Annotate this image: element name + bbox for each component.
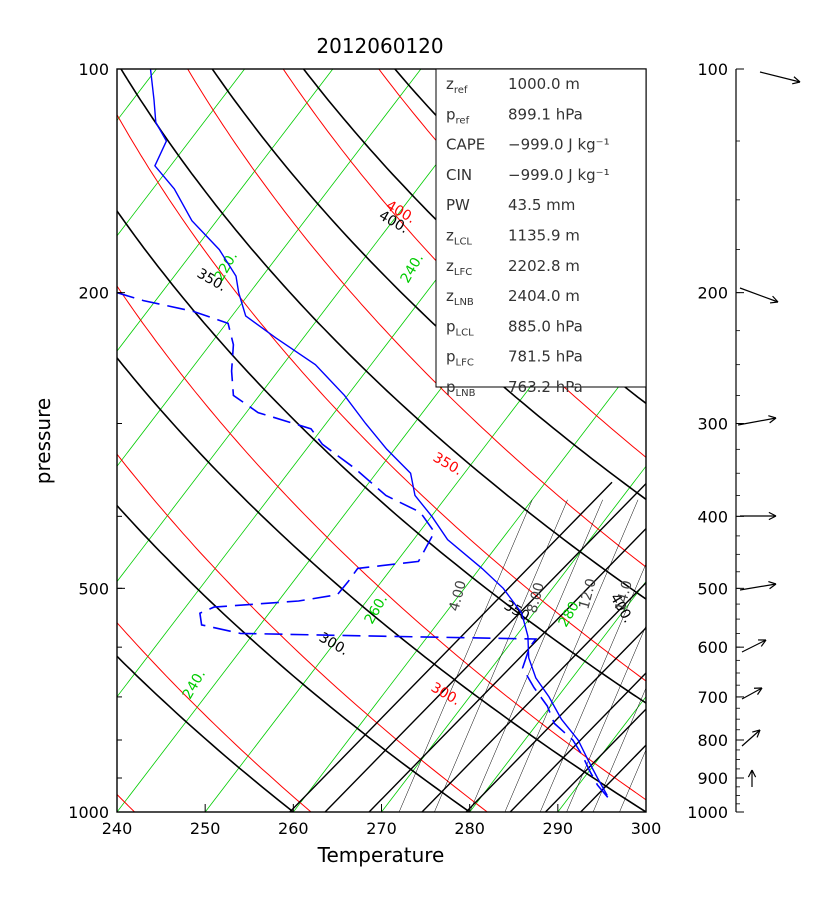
wind-barb [740,288,778,303]
wind-barb-shaft [742,688,762,699]
wind-axis-label: 400 [697,507,728,526]
isotherm-line [0,69,421,812]
dry-adiabat-label: 300. [316,630,351,659]
isotherm-line [734,69,814,812]
stats-value: 885.0 hPa [508,317,583,335]
stats-value: 1000.0 m [508,75,580,93]
isotherm-label: 260. [362,592,391,627]
theta-e-line [0,69,487,812]
wind-barb-head [792,82,800,84]
stats-value: 763.2 hPa [508,378,583,396]
stats-label: CAPE [446,136,485,154]
mixing-ratio-label: 12.0 [576,577,600,611]
mixing-ratio-line [620,500,753,812]
wind-axis-label: 700 [697,688,728,707]
background-lines [0,69,814,812]
wind-barb-shaft [742,640,766,652]
wind-barb-shaft [738,418,776,425]
stats-label: CIN [446,166,472,184]
mixing-ratio-line [470,500,603,812]
x-tick-label: 260 [278,819,309,838]
wind-barb [742,688,762,699]
wind-axis-label: 100 [697,60,728,79]
mixing-ratio-line [540,500,673,812]
x-tick-label: 300 [631,819,662,838]
moist-adiabat-line [422,482,744,812]
wind-barb [748,770,755,787]
y-tick-label: 200 [78,284,109,303]
theta-e-line [666,69,814,812]
moist-adiabat-line [369,482,691,812]
y-tick-label: 100 [78,60,109,79]
wind-axis-label: 300 [697,415,728,434]
wind-barb-shaft [740,584,776,590]
wind-barb-shaft [740,288,778,302]
stats-value: −999.0 J kg⁻¹ [508,136,610,154]
wind-axis-label: 800 [697,731,728,750]
stats-value: 899.1 hPa [508,105,583,123]
isotherm-line [646,69,814,812]
theta-e-line [761,69,814,812]
isotherm-line [0,69,509,812]
dry-adiabat-line [760,69,814,812]
x-tick-label: 250 [190,819,221,838]
stats-label: PW [446,196,470,214]
chart-title: 2012060120 [316,34,443,58]
theta-e-line [0,69,135,812]
dry-adiabat-line [0,69,117,812]
wind-barb [760,72,800,84]
wind-barb [738,416,776,425]
x-axis-label: Temperature [317,843,445,867]
stats-value: 43.5 mm [508,196,575,214]
x-tick-label: 290 [543,819,574,838]
stats-value: 2404.0 m [508,287,580,305]
wind-axis-label: 500 [697,579,728,598]
wind-axis-label: 200 [697,284,728,303]
theta-e-label: 350. [430,450,465,479]
isotherm-line [0,69,156,812]
moist-adiabat-line [510,482,814,812]
wind-barb-shaft [742,730,760,746]
isotherm-label: 240. [398,251,427,286]
wind-barb-head [768,582,776,584]
stats-value: 1135.9 m [508,227,580,245]
x-tick-label: 270 [366,819,397,838]
theta-e-label: 300. [428,680,463,709]
wind-barb-head [768,416,776,418]
wind-barb [742,730,760,746]
wind-barb-head [770,302,778,303]
wind-axis-label: 600 [697,638,728,657]
mixing-ratio-line [434,500,567,812]
y-tick-label: 1000 [68,803,109,822]
wind-barb [740,512,776,519]
y-tick-label: 500 [78,579,109,598]
dry-adiabat-line [669,69,814,812]
moist-adiabat-line [325,482,647,812]
wind-column: 100 200 300 400 500 600 700 800 900 1000 [687,60,800,822]
stats-value: 2202.8 m [508,257,580,275]
y-axis-label: pressure [31,398,55,484]
wind-axis-label: 900 [697,769,728,788]
dry-adiabat-line [30,69,814,812]
wind-barb [740,582,776,590]
wind-barb [742,640,766,652]
x-tick-label: 280 [454,819,485,838]
wind-axis-label: 1000 [687,803,728,822]
stats-value: −999.0 J kg⁻¹ [508,166,610,184]
isotherm-label: 240. [180,667,209,702]
mixing-ratio-label: 14.0 [612,579,636,613]
mixing-ratio-label: 8.00 [524,581,548,615]
mixing-ratio-line [673,500,806,812]
stats-value: 781.5 hPa [508,348,583,366]
mixing-ratio-label: 4.00 [446,579,470,613]
